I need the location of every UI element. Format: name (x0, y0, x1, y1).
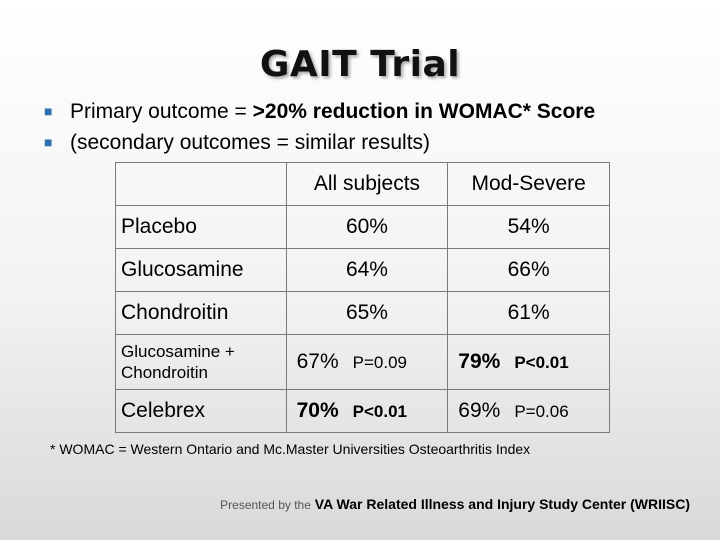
table-row: Celebrex 70% P<0.01 69% P=0.06 (115, 389, 610, 433)
cell-value: 79% (458, 350, 501, 373)
cell-value: 70% (296, 399, 339, 422)
cell-mod-severe: 54% (447, 205, 610, 249)
row-label: Glucosamine (115, 248, 287, 292)
bullet-text-prefix: Primary outcome = (70, 100, 253, 123)
cell-value: 69% (458, 399, 501, 422)
table-header-row: All subjects Mod-Severe (115, 162, 610, 206)
cell-all-subjects: 60% (285, 205, 449, 249)
bullet-text: (secondary outcomes = similar results) (70, 131, 431, 154)
square-bullet-icon: ■ (44, 134, 53, 150)
cell-p-value: P=0.06 (514, 402, 569, 421)
cell-value: 67% (296, 350, 339, 373)
row-label: Glucosamine + Chondroitin (115, 334, 287, 390)
square-bullet-icon: ■ (44, 103, 53, 119)
cell-mod-severe: 79% P<0.01 (447, 334, 610, 390)
cell-all-subjects: 65% (285, 291, 449, 335)
bullet-item-primary: ■ Primary outcome = >20% reduction in WO… (44, 96, 704, 127)
footnote: * WOMAC = Western Ontario and Mc.Master … (50, 441, 531, 457)
table-row: Glucosamine 64% 66% (115, 248, 610, 292)
footer-lead: Presented by the (220, 498, 311, 512)
table-header-mod-severe: Mod-Severe (447, 162, 610, 206)
row-label: Celebrex (115, 389, 287, 433)
slide-title: GAIT Trial (259, 44, 461, 85)
cell-mod-severe: 69% P=0.06 (447, 389, 610, 433)
cell-p-value: P<0.01 (352, 402, 408, 421)
cell-mod-severe: 66% (447, 248, 610, 292)
cell-all-subjects: 64% (285, 248, 449, 292)
table-header-corner (115, 162, 287, 206)
table-row: Glucosamine + Chondroitin 67% P=0.09 79% P… (115, 334, 610, 390)
cell-all-subjects: 67% P=0.09 (285, 334, 449, 390)
table-row: Chondroitin 65% 61% (115, 291, 610, 335)
cell-all-subjects: 70% P<0.01 (285, 389, 449, 433)
table-row: Placebo 60% 54% (115, 205, 610, 249)
footer-banner: Presented by the VA War Related Illness … (0, 492, 720, 516)
cell-p-value: P<0.01 (514, 353, 569, 372)
footer-org: VA War Related Illness and Injury Study … (314, 496, 690, 512)
row-label: Chondroitin (115, 291, 287, 335)
row-label: Placebo (115, 205, 287, 249)
bullet-item-secondary: ■ (secondary outcomes = similar results) (44, 127, 704, 158)
bullet-text-suffix: reduction in WOMAC* Score (306, 100, 596, 123)
table-header-all-subjects: All subjects (285, 162, 449, 206)
results-table: All subjects Mod-Severe Placebo 60% 54% … (115, 162, 610, 433)
bullet-text-emph: >20% (252, 100, 307, 123)
cell-p-value: P=0.09 (352, 353, 408, 372)
bullet-list: ■ Primary outcome = >20% reduction in WO… (44, 96, 704, 158)
footer-text: Presented by the VA War Related Illness … (220, 496, 690, 512)
cell-mod-severe: 61% (447, 291, 610, 335)
